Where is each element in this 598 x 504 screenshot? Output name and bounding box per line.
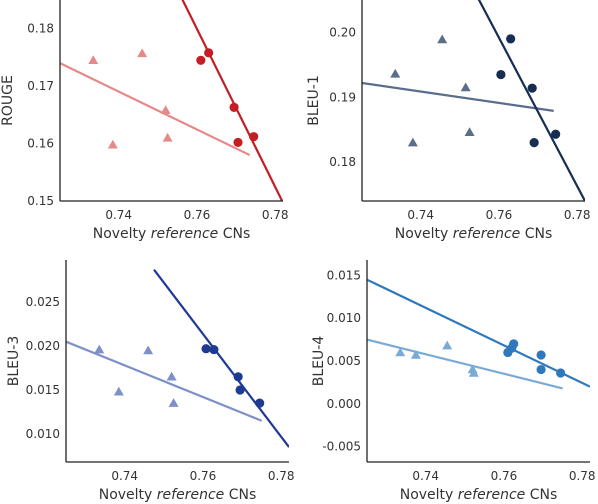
y-tick-label: 0.20	[329, 25, 356, 39]
circle-point	[249, 132, 259, 142]
triangle-point	[468, 367, 479, 377]
panel-bleu-1: 0.74 0.76 0.78 0.18 0.19 0.20 Novelty referenc…	[306, 0, 591, 242]
x-axis-label-part: reference	[453, 226, 520, 242]
triangle-point	[107, 139, 118, 149]
x-axis-label: Novelty reference CNs	[93, 226, 251, 242]
y-axis-label: BLEU-4	[311, 336, 327, 387]
y-tick-label: 0.005	[327, 354, 361, 368]
triangle-point	[160, 105, 171, 115]
x-tick-label: 0.76	[184, 208, 211, 222]
y-tick-label: 0.010	[26, 427, 60, 441]
triangle-point	[407, 137, 418, 147]
triangle-point	[137, 48, 148, 58]
triangle-point	[143, 345, 154, 355]
circle-series-fit-line	[367, 278, 590, 388]
panel-bleu-4: 0.74 0.76 0.78 -0.005 0.000 0.005 0.010 0.015 No…	[311, 260, 596, 503]
triangle-series-fit-line	[60, 62, 251, 157]
x-tick-label: 0.76	[491, 469, 518, 483]
circle-point	[551, 129, 561, 139]
x-tick-label: 0.74	[111, 469, 138, 483]
triangle-series-fit-line	[367, 338, 563, 390]
circle-point	[229, 102, 239, 112]
y-tick-label: 0.015	[26, 383, 60, 397]
x-tick-label: 0.76	[486, 208, 513, 222]
triangle-series-fit-line	[362, 81, 554, 112]
x-axis-label-part: Novelty	[400, 487, 458, 503]
y-tick-label: 0.010	[327, 311, 361, 325]
circle-point	[556, 368, 566, 378]
x-tick-label: 0.78	[569, 469, 596, 483]
y-tick-label: 0.19	[329, 90, 356, 104]
x-axis-label-part: Novelty	[93, 226, 151, 242]
circle-point	[201, 344, 211, 354]
triangle-point	[162, 132, 173, 142]
x-tick-label: 0.78	[268, 469, 295, 483]
x-tick-label: 0.74	[105, 208, 132, 222]
x-tick-label: 0.74	[412, 469, 439, 483]
x-tick-label: 0.78	[262, 208, 289, 222]
x-tick-label: 0.76	[190, 469, 217, 483]
y-tick-label: 0.18	[329, 155, 356, 169]
triangle-point	[395, 347, 406, 357]
y-tick-label: 0.000	[327, 397, 361, 411]
triangle-point	[437, 34, 448, 44]
circle-point	[209, 344, 219, 355]
x-axis-label-part: CNs	[224, 487, 256, 503]
x-axis-label: Novelty reference CNs	[395, 226, 553, 242]
triangle-point	[410, 350, 421, 359]
triangle-point	[166, 371, 177, 381]
circle-point	[196, 55, 206, 65]
y-axis-label: BLEU-3	[6, 336, 22, 386]
circle-point	[204, 48, 214, 58]
circle-point	[536, 350, 546, 360]
circle-point	[509, 339, 519, 349]
triangle-point	[464, 127, 475, 137]
x-axis-label-part: CNs	[520, 226, 552, 242]
triangle-point	[442, 340, 453, 350]
y-tick-label: 0.16	[27, 137, 54, 151]
x-tick-label: 0.74	[407, 208, 434, 222]
circle-series-fit-line	[181, 0, 283, 201]
circle-point	[536, 364, 546, 375]
x-axis-label-part: reference	[157, 487, 224, 503]
y-tick-label: 0.020	[26, 339, 60, 353]
circle-point	[496, 69, 506, 80]
panel-bleu-3: 0.74 0.76 0.78 0.010 0.015 0.020 0.025 Novelty …	[6, 260, 295, 503]
circle-point	[506, 34, 516, 44]
circle-point	[255, 398, 265, 408]
y-tick-label: 0.17	[27, 79, 54, 93]
panel-rouge: 0.74 0.76 0.78 0.15 0.16 0.17 0.18 Novelty refe…	[0, 0, 289, 242]
y-tick-label: 0.15	[27, 194, 54, 208]
x-axis-label: Novelty reference CNs	[400, 487, 558, 503]
circle-series-fit-line	[477, 0, 585, 201]
y-tick-label: 0.18	[27, 22, 54, 36]
x-axis-label: Novelty reference CNs	[99, 487, 257, 503]
circle-point	[233, 137, 243, 148]
triangle-point	[390, 68, 401, 78]
triangle-point	[94, 344, 105, 354]
circle-point	[527, 83, 537, 93]
x-axis-label-part: CNs	[218, 226, 250, 242]
circle-point	[233, 372, 243, 382]
x-axis-label-part: reference	[458, 487, 525, 503]
triangle-point	[168, 398, 179, 407]
circle-point	[235, 385, 245, 395]
circle-series-fit-line	[153, 268, 289, 448]
triangle-point	[88, 55, 99, 65]
y-axis-label: BLEU-1	[306, 75, 322, 125]
x-axis-label-part: reference	[151, 226, 218, 242]
triangle-point	[113, 386, 124, 396]
y-axis-label: ROUGE	[0, 75, 16, 126]
triangle-point	[460, 82, 471, 92]
y-tick-label: 0.025	[26, 295, 60, 309]
x-axis-label-part: Novelty	[99, 487, 157, 503]
triangle-series-fit-line	[66, 340, 263, 422]
x-tick-label: 0.78	[564, 208, 591, 222]
x-axis-label-part: CNs	[525, 487, 557, 503]
y-tick-label: 0.015	[327, 268, 361, 282]
y-tick-label: -0.005	[322, 440, 361, 454]
x-axis-label-part: Novelty	[395, 226, 453, 242]
circle-point	[529, 138, 539, 148]
